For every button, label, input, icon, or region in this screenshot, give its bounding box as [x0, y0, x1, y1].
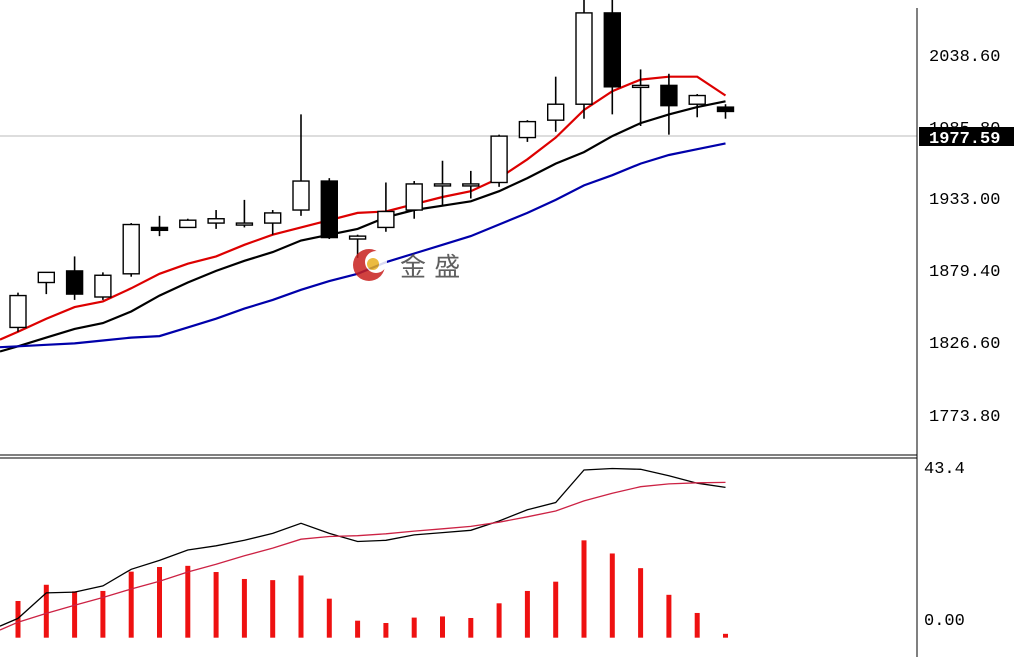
- candle: [405, 181, 423, 219]
- candle-body: [547, 103, 565, 121]
- moving-average-line: [0, 100, 726, 353]
- candle: [207, 210, 225, 229]
- candle: [490, 134, 508, 187]
- indicator-bar: [383, 623, 389, 638]
- candle-body: [179, 219, 197, 229]
- candle-body: [433, 183, 452, 187]
- indicator-bar: [723, 633, 728, 638]
- candle: [377, 182, 395, 232]
- indicator-bars: [15, 540, 728, 638]
- price-tick-label: 1773.80: [929, 408, 1000, 427]
- candle-body: [264, 212, 282, 224]
- indicator-bar: [185, 565, 191, 638]
- candles: [9, 0, 735, 332]
- candle-body: [603, 12, 621, 88]
- indicator-tick-label: 0.00: [924, 612, 965, 631]
- candle-body: [292, 180, 310, 211]
- candle: [9, 292, 27, 332]
- indicator-bar: [157, 566, 162, 638]
- candle-body: [716, 106, 735, 113]
- candle-body: [320, 180, 338, 239]
- indicator-bar: [270, 580, 276, 638]
- price-tick-label: 2038.60: [929, 48, 1000, 67]
- price-tick-label: 1933.00: [929, 191, 1000, 210]
- candle-body: [688, 94, 706, 105]
- indicator-bar: [72, 591, 78, 638]
- candle-body: [9, 294, 27, 329]
- candle-body: [122, 223, 140, 275]
- candle-body: [65, 270, 84, 295]
- candle: [688, 94, 706, 118]
- indicator-line: [0, 467, 726, 627]
- candle: [716, 104, 735, 119]
- candle-body: [660, 84, 678, 107]
- indicator-bar: [100, 590, 106, 638]
- candle-body: [575, 12, 593, 105]
- candle-body: [207, 218, 225, 224]
- candle: [37, 271, 55, 295]
- candle: [235, 199, 254, 228]
- watermark-logo: 金 盛: [353, 249, 460, 283]
- indicator-bar: [15, 600, 21, 638]
- indicator-bar: [468, 617, 474, 638]
- candle: [433, 160, 452, 206]
- indicator-bar: [581, 540, 587, 638]
- candle: [94, 272, 112, 300]
- candle-body: [490, 135, 508, 184]
- current-price-badge: [919, 127, 1014, 146]
- candle: [320, 178, 338, 240]
- candle: [603, 0, 621, 115]
- indicator-bar: [440, 616, 445, 638]
- candle-body: [37, 271, 55, 284]
- price-tick-label: 1879.40: [929, 263, 1000, 282]
- candle: [660, 73, 678, 135]
- candle-body: [348, 235, 367, 240]
- indicator-bar: [694, 612, 700, 638]
- indicator-bar: [326, 598, 332, 638]
- candle: [292, 114, 310, 216]
- indicator-lines: [0, 467, 726, 631]
- price-panel: 2038.60 1985.80 1933.00 1879.40 1826.60 …: [0, 0, 1014, 427]
- indicator-bar: [298, 575, 304, 638]
- candle: [150, 215, 169, 237]
- candle-body: [518, 120, 537, 139]
- current-price-label: 1977.59: [929, 130, 1000, 149]
- candle-body: [235, 222, 254, 226]
- candle: [264, 210, 282, 235]
- indicator-bar: [411, 617, 417, 638]
- candle: [631, 69, 650, 126]
- indicator-bar: [666, 594, 672, 638]
- price-tick-label: 1826.60: [929, 335, 1000, 354]
- candle: [65, 256, 84, 300]
- candle: [122, 223, 140, 277]
- indicator-panel: 43.4 0.00: [0, 460, 965, 638]
- indicator-bar: [553, 581, 559, 638]
- indicator-bar: [128, 571, 134, 638]
- indicator-tick-label: 43.4: [924, 460, 965, 479]
- moving-average-line: [0, 75, 727, 341]
- indicator-bar: [496, 603, 502, 638]
- indicator-bar: [638, 568, 644, 638]
- indicator-bar: [355, 620, 361, 638]
- candle-body: [462, 183, 480, 187]
- candle: [462, 170, 480, 199]
- candle: [179, 218, 197, 229]
- indicator-line: [0, 481, 726, 631]
- candle: [575, 0, 593, 119]
- candle: [547, 76, 565, 132]
- candle-body: [150, 226, 169, 232]
- candle-body: [377, 210, 395, 229]
- indicator-bar: [524, 590, 530, 638]
- indicator-bar: [241, 578, 247, 638]
- indicator-bar: [43, 584, 49, 638]
- indicator-bar: [213, 572, 219, 638]
- logo-text: 金 盛: [400, 253, 460, 283]
- candle-body: [405, 183, 423, 211]
- indicator-bar: [609, 553, 615, 638]
- candle: [518, 120, 537, 142]
- candle-body: [94, 274, 112, 298]
- candle-body: [631, 84, 650, 89]
